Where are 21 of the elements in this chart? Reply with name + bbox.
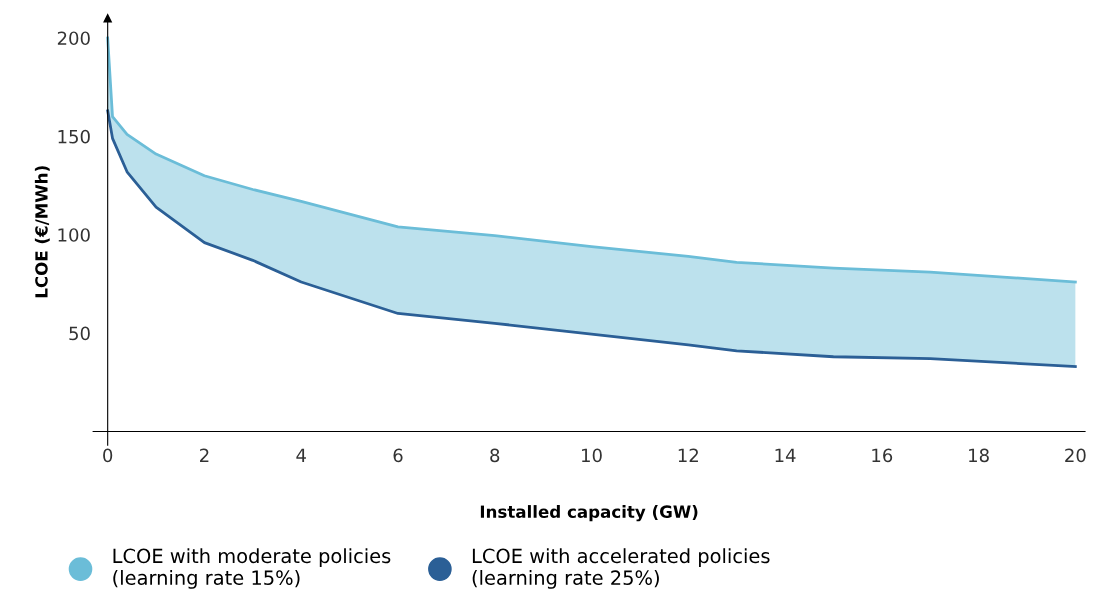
x-tick-label: 14	[775, 448, 796, 462]
x-tick-label: 4	[296, 448, 306, 462]
x-tick-label: 8	[490, 448, 500, 463]
x-tick-label: 18	[969, 448, 989, 463]
x-tick-label: 6	[393, 448, 403, 463]
legend-label: LCOE with moderate policies (learning rate 15%)	[113, 548, 391, 589]
x-tick-label: 20	[1065, 448, 1086, 463]
y-axis-title: LCOE (€/MWh)	[34, 166, 50, 298]
x-axis-title: Installed capacity (GW)	[480, 505, 698, 522]
legend-label: LCOE with accelerated policies (learning rate 25%)	[472, 548, 770, 589]
y-tick-label: 50	[69, 326, 90, 341]
x-tick-label: 12	[678, 448, 698, 462]
y-tick-label: 200	[57, 31, 90, 46]
x-tick-label: 10	[582, 448, 602, 463]
x-tick-label: 2	[200, 448, 209, 462]
y-tick-label: 150	[58, 129, 90, 144]
line-series	[106, 109, 1077, 368]
x-tick-label: 0	[103, 448, 113, 463]
line-series	[106, 36, 1077, 284]
y-tick-label: 100	[58, 228, 90, 242]
x-tick-label: 16	[872, 448, 893, 463]
